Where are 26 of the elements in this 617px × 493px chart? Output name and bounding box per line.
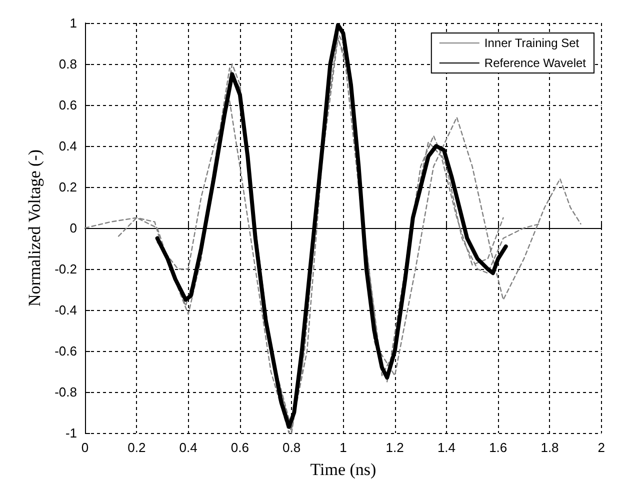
x-tick-label: 1.2 [386,440,404,455]
y-tick-label: 0.6 [58,98,77,112]
y-tick-label: 0 [70,220,77,236]
y-tick-label: 0.4 [58,138,77,154]
x-tick-label: 0.4 [179,440,198,455]
x-tick-label: 1 [340,440,347,455]
x-tick-label: 0.6 [230,440,249,455]
x-tick-label: 1.4 [437,440,456,455]
y-tick-label: -0.6 [54,344,77,358]
x-tick-label: 1.8 [540,440,559,455]
y-tick-label: -0.2 [54,262,77,276]
y-axis-title: Normalized Voltage (-) [25,149,44,307]
x-tick-label: 0.8 [282,440,301,455]
y-tick-label: -0.8 [54,384,77,400]
x-tick-label: 0 [81,440,89,455]
y-tick-label: -0.4 [54,302,77,318]
x-tick-label: 2 [598,440,605,455]
legend-label: Inner Training Set [484,36,580,50]
legend-label: Reference Wavelet [484,56,587,70]
y-tick-label: -1 [65,426,77,440]
y-tick-label: 1 [70,16,77,30]
x-tick-label: 1.6 [489,440,508,455]
x-axis-title: Time (ns) [310,460,376,479]
x-tick-label: 0.2 [128,440,146,455]
y-tick-label: 0.2 [58,180,77,194]
y-tick-label: 0.8 [58,56,77,72]
